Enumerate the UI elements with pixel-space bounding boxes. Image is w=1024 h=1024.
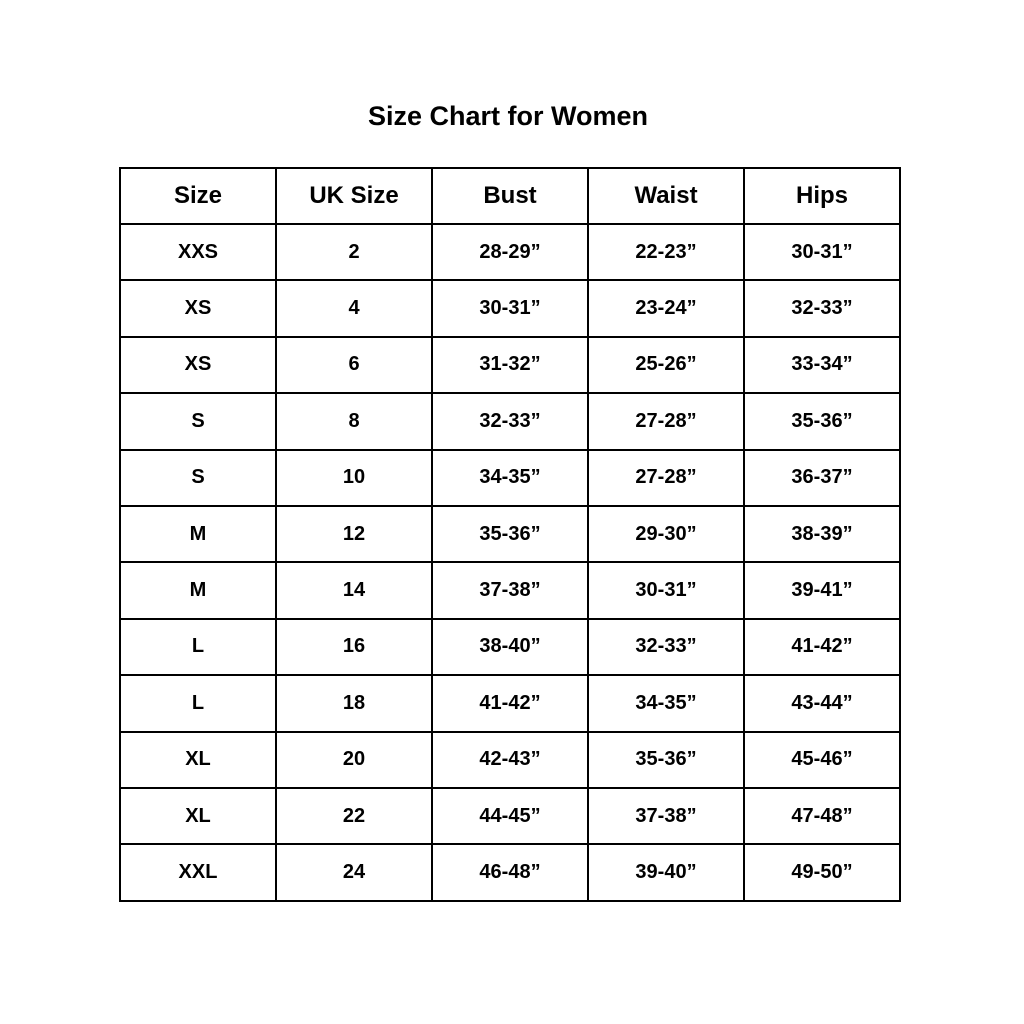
cell-bust: 34-35” <box>431 448 589 507</box>
table-row: L 18 41-42” 34-35” 43-44” <box>119 674 901 733</box>
cell-uk-size: 14 <box>275 561 433 620</box>
cell-uk-size: 20 <box>275 730 433 789</box>
cell-waist: 27-28” <box>587 392 745 451</box>
cell-hips: 39-41” <box>743 561 901 620</box>
cell-waist: 35-36” <box>587 730 745 789</box>
column-header-size: Size <box>119 167 277 225</box>
cell-bust: 30-31” <box>431 279 589 338</box>
cell-size: XL <box>119 786 277 846</box>
cell-hips: 33-34” <box>743 335 901 395</box>
cell-uk-size: 10 <box>275 448 433 507</box>
column-header-uk-size: UK Size <box>275 167 433 225</box>
cell-bust: 37-38” <box>431 561 589 620</box>
cell-uk-size: 2 <box>275 222 433 282</box>
table-row: S 8 32-33” 27-28” 35-36” <box>119 392 901 451</box>
cell-size: L <box>119 617 277 677</box>
cell-waist: 37-38” <box>587 786 745 846</box>
table-row: XL 22 44-45” 37-38” 47-48” <box>119 786 901 846</box>
cell-hips: 32-33” <box>743 279 901 338</box>
table-row: S 10 34-35” 27-28” 36-37” <box>119 448 901 507</box>
cell-waist: 32-33” <box>587 617 745 677</box>
cell-hips: 30-31” <box>743 222 901 282</box>
cell-waist: 27-28” <box>587 448 745 507</box>
table-row: XL 20 42-43” 35-36” 45-46” <box>119 730 901 789</box>
cell-size: S <box>119 448 277 507</box>
cell-size: L <box>119 674 277 733</box>
cell-uk-size: 16 <box>275 617 433 677</box>
cell-bust: 46-48” <box>431 843 589 902</box>
cell-size: M <box>119 561 277 620</box>
cell-bust: 44-45” <box>431 786 589 846</box>
cell-bust: 38-40” <box>431 617 589 677</box>
cell-size: XXL <box>119 843 277 902</box>
table-body: XXS 2 28-29” 22-23” 30-31” XS 4 30-31” 23-24” 32-… <box>119 222 901 902</box>
cell-bust: 41-42” <box>431 674 589 733</box>
cell-size: M <box>119 504 277 564</box>
page-title: Size Chart for Women <box>367 101 649 131</box>
table-row: M 14 37-38” 30-31” 39-41” <box>119 561 901 620</box>
cell-waist: 22-23” <box>587 222 745 282</box>
cell-hips: 47-48” <box>743 786 901 846</box>
cell-size: XL <box>119 730 277 789</box>
cell-uk-size: 12 <box>275 504 433 564</box>
cell-waist: 29-30” <box>587 504 745 564</box>
cell-size: XS <box>119 279 277 338</box>
column-header-waist: Waist <box>587 167 745 225</box>
table-row: L 16 38-40” 32-33” 41-42” <box>119 617 901 677</box>
column-header-bust: Bust <box>431 167 589 225</box>
cell-size: XS <box>119 335 277 395</box>
table-header-row: Size UK Size Bust Waist Hips <box>119 167 901 225</box>
cell-waist: 30-31” <box>587 561 745 620</box>
cell-uk-size: 22 <box>275 786 433 846</box>
cell-hips: 36-37” <box>743 448 901 507</box>
cell-hips: 41-42” <box>743 617 901 677</box>
cell-waist: 25-26” <box>587 335 745 395</box>
size-chart-table: Size UK Size Bust Waist Hips XXS 2 28-29” 22-23… <box>119 167 901 902</box>
cell-size: S <box>119 392 277 451</box>
cell-bust: 28-29” <box>431 222 589 282</box>
table-row: XS 6 31-32” 25-26” 33-34” <box>119 335 901 395</box>
cell-bust: 32-33” <box>431 392 589 451</box>
cell-hips: 38-39” <box>743 504 901 564</box>
cell-hips: 35-36” <box>743 392 901 451</box>
cell-uk-size: 8 <box>275 392 433 451</box>
table-row: XXL 24 46-48” 39-40” 49-50” <box>119 843 901 902</box>
cell-uk-size: 18 <box>275 674 433 733</box>
table-row: XS 4 30-31” 23-24” 32-33” <box>119 279 901 338</box>
table-row: M 12 35-36” 29-30” 38-39” <box>119 504 901 564</box>
cell-uk-size: 24 <box>275 843 433 902</box>
cell-bust: 35-36” <box>431 504 589 564</box>
cell-waist: 39-40” <box>587 843 745 902</box>
column-header-hips: Hips <box>743 167 901 225</box>
cell-waist: 23-24” <box>587 279 745 338</box>
cell-bust: 42-43” <box>431 730 589 789</box>
cell-hips: 49-50” <box>743 843 901 902</box>
table-row: XXS 2 28-29” 22-23” 30-31” <box>119 222 901 282</box>
cell-waist: 34-35” <box>587 674 745 733</box>
cell-hips: 45-46” <box>743 730 901 789</box>
cell-size: XXS <box>119 222 277 282</box>
cell-hips: 43-44” <box>743 674 901 733</box>
cell-uk-size: 6 <box>275 335 433 395</box>
cell-bust: 31-32” <box>431 335 589 395</box>
cell-uk-size: 4 <box>275 279 433 338</box>
